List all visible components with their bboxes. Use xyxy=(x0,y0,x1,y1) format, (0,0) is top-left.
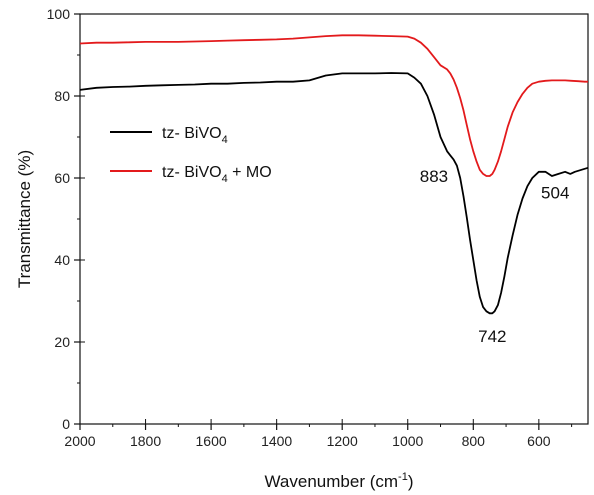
y-tick-label: 20 xyxy=(54,334,70,350)
x-tick-label: 1000 xyxy=(392,433,423,449)
x-tick-label: 2000 xyxy=(64,433,95,449)
legend-label: tz- BiVO4 + MO xyxy=(162,164,272,185)
x-axis-title: Wavenumber (cm-1) xyxy=(265,471,414,491)
plot-frame xyxy=(79,13,589,425)
y-tick-label: 100 xyxy=(47,6,71,22)
axes: 0 20 40 60 80 100 2000 1800 1600 1400 1200 1000 800 6… xyxy=(15,6,589,491)
x-tick-label: 800 xyxy=(462,433,486,449)
y-tick-label: 40 xyxy=(54,252,70,268)
y-tick-label: 0 xyxy=(62,416,70,432)
x-tick-label: 1200 xyxy=(327,433,358,449)
x-tick-label: 1400 xyxy=(261,433,292,449)
series-group xyxy=(79,34,589,315)
x-tick-label: 600 xyxy=(527,433,551,449)
peak-label: 742 xyxy=(478,327,506,346)
legend-label: tz- BiVO4 xyxy=(162,125,228,146)
y-tick-label: 80 xyxy=(54,88,70,104)
series-line-tz-bivo4 xyxy=(79,72,589,315)
annotations: 883 742 504 xyxy=(420,167,570,346)
series-line-tz-bivo4-mo xyxy=(79,34,588,177)
peak-label: 883 xyxy=(420,167,448,186)
peak-label: 504 xyxy=(541,184,569,203)
legend: tz- BiVO4 tz- BiVO4 + MO xyxy=(110,125,272,185)
y-tick-label: 60 xyxy=(54,170,70,186)
x-tick-label: 1600 xyxy=(196,433,227,449)
x-tick-label: 1800 xyxy=(130,433,161,449)
y-axis-title: Transmittance (%) xyxy=(15,150,34,288)
